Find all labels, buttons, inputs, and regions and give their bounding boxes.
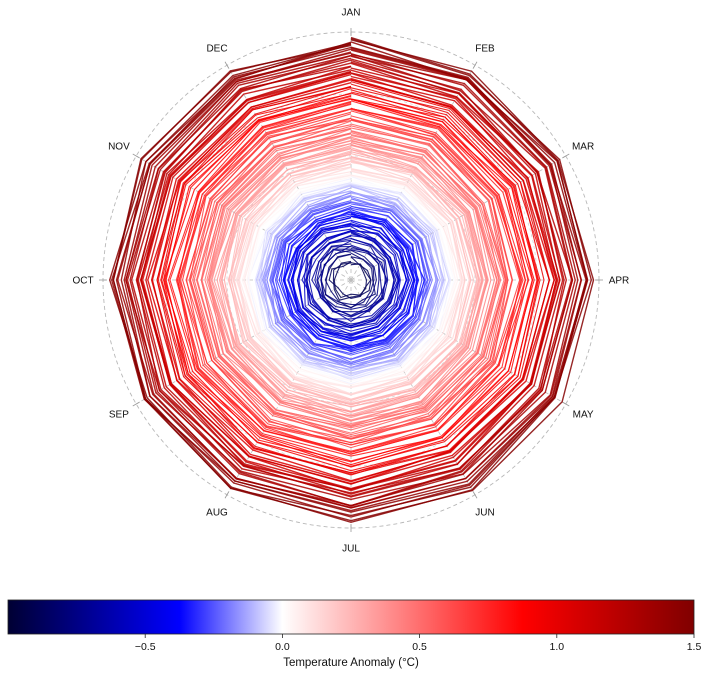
spiral-year-loop — [108, 36, 588, 524]
spiral-year-loop — [243, 174, 462, 388]
colorbar-tick-label: 0.0 — [275, 641, 290, 653]
grid-tick — [132, 401, 140, 407]
spiral-year-loop — [247, 175, 452, 385]
spiral-year-loop — [266, 195, 431, 365]
spiral-year-loop — [164, 98, 534, 466]
grid-tick — [472, 61, 478, 69]
spiral-year-loop — [333, 260, 368, 299]
spiral-year-loop — [219, 150, 481, 405]
spiral-year-loop — [231, 160, 475, 400]
spiral-year-loop — [130, 59, 574, 497]
grid-tick — [472, 491, 478, 499]
month-label-jun: JUN — [475, 508, 494, 519]
spiral-year-loop — [256, 184, 450, 375]
grid-tick — [132, 153, 140, 159]
spiral-year-loop — [278, 206, 426, 349]
spiral-year-loop — [177, 102, 530, 453]
spiral-year-loop — [233, 159, 466, 395]
spiral-year-loop — [259, 183, 443, 377]
spiral-year-loop — [332, 256, 372, 301]
spiral-year-loop — [110, 41, 588, 513]
spiral-year-loop — [237, 166, 463, 395]
spiral-year-loop — [145, 72, 557, 485]
spiral-year-loop — [140, 69, 559, 492]
month-label-nov: NOV — [108, 142, 130, 153]
spiral-year-loop — [163, 92, 535, 463]
month-label-dec: DEC — [206, 43, 227, 54]
spiral-year-loop — [230, 156, 472, 401]
spiral-series — [108, 36, 595, 524]
spiral-year-loop — [248, 173, 457, 381]
spiral-year-loop — [216, 141, 483, 412]
grid-spoke — [226, 279, 352, 495]
spiral-year-loop — [328, 261, 372, 299]
spiral-year-loop — [126, 53, 574, 501]
grid-tick — [562, 401, 570, 407]
spiral-year-loop — [276, 202, 423, 352]
month-label-apr: APR — [609, 276, 630, 287]
colorbar-tick-label: 1.0 — [549, 641, 564, 653]
spiral-year-loop — [210, 136, 488, 417]
spiral-year-loop — [220, 153, 480, 405]
grid-tick — [562, 153, 570, 159]
colorbar-tick-label: −0.5 — [135, 641, 156, 653]
month-label-jul: JUL — [342, 544, 360, 555]
spiral-year-loop — [316, 240, 388, 317]
spiral-year-loop — [156, 83, 550, 475]
grid-tick — [224, 491, 230, 499]
spiral-year-loop — [167, 97, 533, 462]
month-label-mar: MAR — [572, 142, 594, 153]
month-label-may: MAY — [573, 410, 594, 421]
spiral-year-loop — [246, 180, 455, 382]
spiral-year-loop — [200, 132, 505, 429]
spiral-year-loop — [248, 178, 458, 384]
colorbar-label: Temperature Anomaly (°C) — [283, 657, 419, 669]
spiral-year-loop — [213, 148, 488, 413]
spiral-year-loop — [263, 190, 441, 372]
spiral-year-loop — [260, 185, 445, 374]
month-label-oct: OCT — [72, 276, 93, 287]
month-label-jan: JAN — [342, 8, 361, 19]
colorbar-ticks: −0.5 0.0 0.5 1.0 1.5 — [135, 634, 702, 653]
spiral-year-loop — [284, 211, 419, 351]
month-labels: JAN FEB MAR APR MAY JUN JUL AUG SEP OCT NOV DEC — [72, 8, 629, 555]
colorbar: −0.5 0.0 0.5 1.0 1.5 Temperature Anomaly (°C… — [7, 599, 702, 669]
spiral-year-loop — [209, 143, 488, 421]
spiral-year-loop — [178, 108, 523, 446]
spiral-year-loop — [324, 253, 375, 308]
spiral-year-loop — [137, 62, 564, 491]
month-label-feb: FEB — [475, 43, 495, 54]
spiral-year-loop — [283, 209, 416, 347]
spiral-year-loop — [320, 245, 387, 313]
spiral-year-loop — [254, 182, 451, 379]
colorbar-tick-label: 1.5 — [687, 641, 702, 653]
spiral-year-loop — [161, 92, 538, 472]
grid-spoke — [350, 279, 476, 495]
spiral-year-loop — [288, 215, 415, 342]
spiral-year-loop — [314, 237, 389, 322]
spiral-year-loop — [290, 221, 409, 340]
spiral-year-loop — [112, 39, 595, 522]
spiral-year-loop — [206, 136, 498, 425]
month-label-aug: AUG — [206, 508, 228, 519]
spiral-year-loop — [185, 118, 514, 440]
spiral-year-loop — [291, 223, 407, 336]
grid-tick — [224, 61, 230, 69]
spiral-year-loop — [195, 120, 508, 436]
spiral-year-loop — [112, 38, 593, 517]
spiral-year-loop — [186, 115, 521, 444]
spiral-year-loop — [204, 132, 500, 426]
colorbar-tick-label: 0.5 — [412, 641, 427, 653]
spiral-year-loop — [169, 98, 527, 457]
spiral-year-loop — [258, 187, 437, 369]
grid-spoke — [136, 155, 352, 281]
spiral-year-loop — [269, 201, 429, 361]
spiral-year-loop — [139, 70, 561, 495]
grid-spoke — [350, 155, 566, 281]
spiral-year-loop — [165, 95, 539, 468]
colorbar-gradient — [7, 599, 695, 635]
month-label-sep: SEP — [109, 410, 129, 421]
